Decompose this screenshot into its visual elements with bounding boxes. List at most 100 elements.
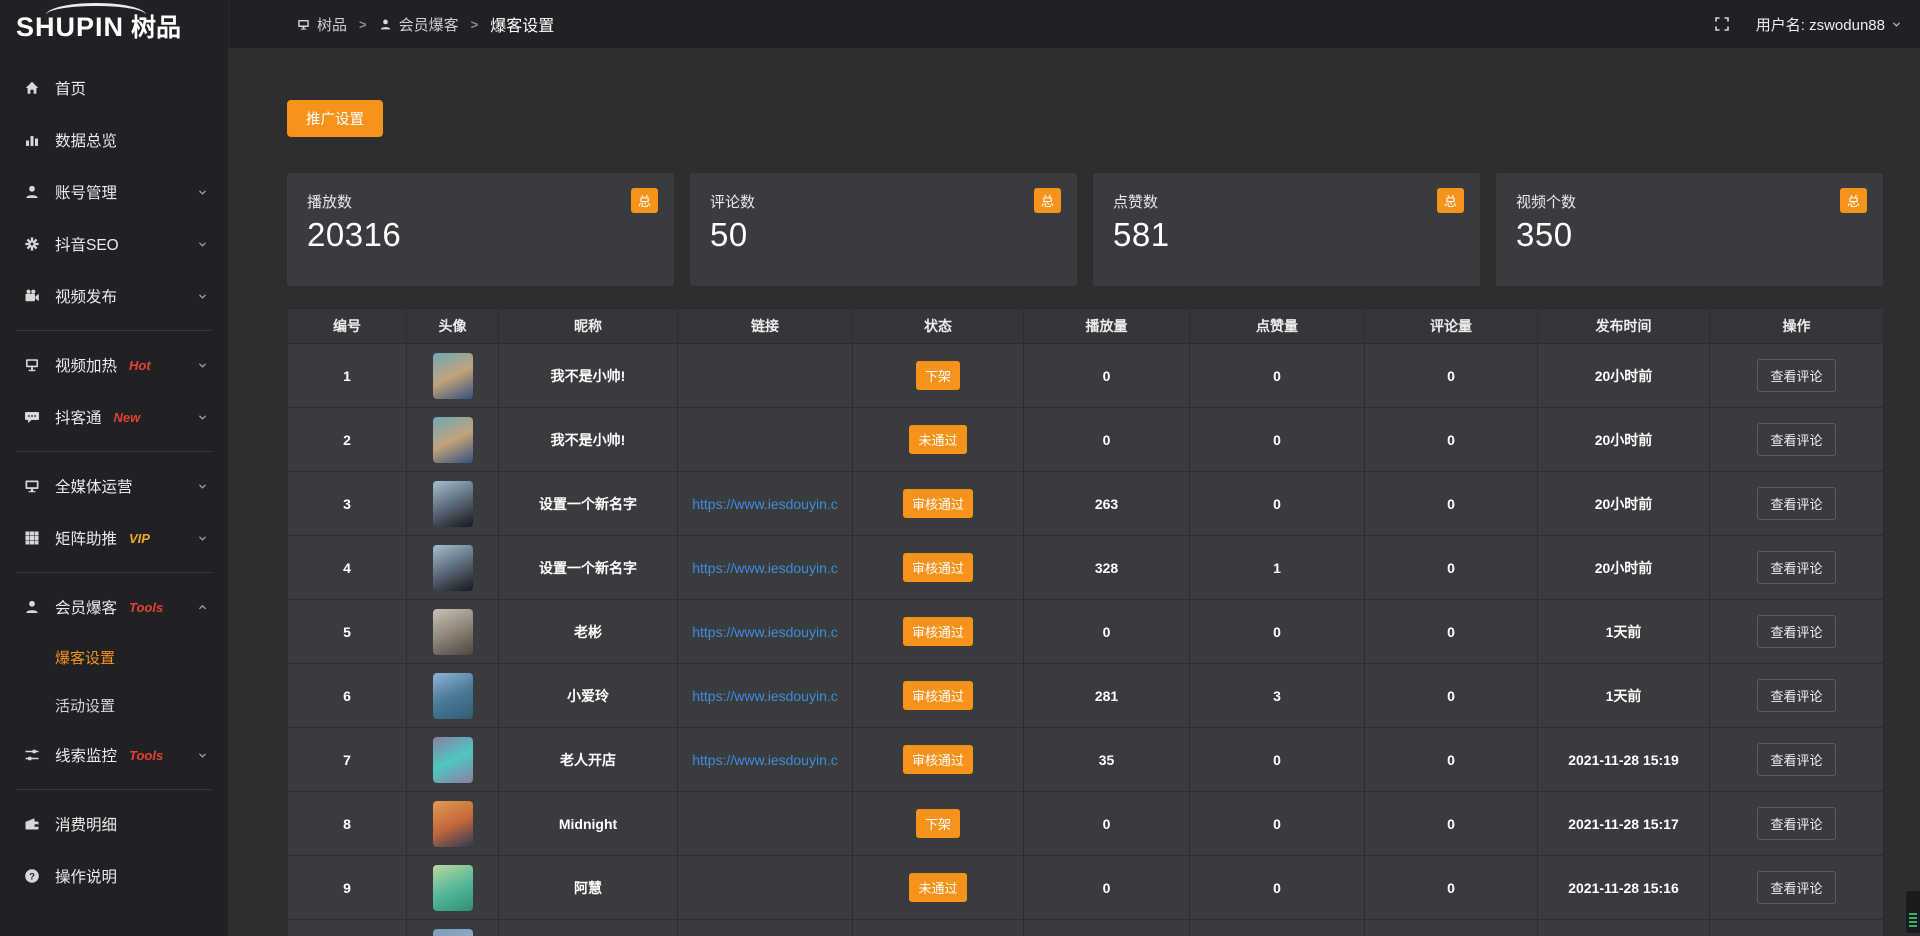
chevron-down-icon [197,750,208,761]
cell-nickname [498,919,678,936]
avatar [432,928,473,936]
stat-total-badge: 总 [630,188,658,213]
sidebar-item[interactable]: 数据总览 [0,114,228,166]
sidebar-item-label: 首页 [55,81,87,98]
avatar [432,800,473,847]
user-icon [379,18,392,31]
chevron-down-icon [197,533,208,544]
column-header: 评论量 [1364,308,1538,344]
sidebar-item-label: 抖音SEO [55,237,119,254]
column-header: 状态 [852,308,1024,344]
user-icon [24,184,40,200]
cell-time: 20小时前 [1537,471,1710,536]
cell-avatar [406,535,499,600]
sidebar-item-label: 全媒体运营 [55,479,133,496]
cell-likes: 0 [1189,343,1365,408]
sidebar-item[interactable]: 账号管理 [0,166,228,218]
sidebar-subitem[interactable]: 活动设置 [0,681,228,729]
cell-nickname: 我不是小帅! [498,407,678,472]
view-comments-button[interactable]: 查看评论 [1757,871,1836,904]
sidebar-item-label: 会员爆客 [55,600,118,617]
sidebar-item[interactable]: 视频发布 [0,270,228,322]
promo-settings-button[interactable]: 推广设置 [287,100,383,137]
stat-value: 350 [1516,216,1573,253]
video-link[interactable]: https://www.iesdouyin.c [692,687,838,704]
video-link[interactable]: https://www.iesdouyin.c [692,623,838,640]
breadcrumb-item[interactable]: 树品 [297,14,347,35]
sidebar-item[interactable]: 抖音SEO [0,218,228,270]
stat-total-badge: 总 [1436,188,1464,213]
view-comments-button[interactable]: 查看评论 [1757,359,1836,392]
cell-nickname: 小爱玲 [498,663,678,728]
sidebar-item-label: 矩阵助推 [55,531,118,548]
cell-time: 20小时前 [1537,407,1710,472]
grid-icon [24,530,40,546]
video-link[interactable]: https://www.iesdouyin.c [692,751,838,768]
cell-avatar [406,471,499,536]
sidebar-item[interactable]: 会员爆客 Tools [0,581,228,633]
table-row: 8 Midnight 下架 0 0 0 2021-11-28 15:17 查看评论 [287,791,1884,856]
sidebar-item[interactable]: 抖客通 New [0,391,228,443]
view-comments-button[interactable]: 查看评论 [1757,615,1836,648]
column-header: 昵称 [498,308,678,344]
sidebar-item[interactable]: ? 操作说明 [0,850,228,902]
sliders-icon [24,747,40,763]
video-link[interactable]: https://www.iesdouyin.c [692,495,838,512]
sidebar-item[interactable]: 首页 [0,62,228,114]
column-header: 播放量 [1023,308,1190,344]
video-link[interactable]: https://www.iesdouyin.c [692,559,838,576]
view-comments-button[interactable]: 查看评论 [1757,807,1836,840]
view-comments-button[interactable]: 查看评论 [1757,743,1836,776]
view-comments-button[interactable]: 查看评论 [1757,551,1836,584]
stat-label: 评论数 [710,194,756,211]
cell-likes: 0 [1189,471,1365,536]
sidebar-item[interactable]: 视频加热 Hot [0,339,228,391]
avatar [432,672,473,719]
cell-comments: 0 [1364,599,1538,664]
breadcrumb-label: 会员爆客 [398,16,459,34]
chevron-down-icon [197,412,208,423]
view-comments-button[interactable]: 查看评论 [1757,423,1836,456]
stat-card: 点赞数 总 581 [1093,173,1480,286]
cell-comments: 0 [1364,791,1538,856]
sidebar-item[interactable]: 消费明细 [0,798,228,850]
cell-status: 审核通过 [852,471,1024,536]
cell-comments: 0 [1364,727,1538,792]
cell-plays: 35 [1023,727,1190,792]
avatar [432,736,473,783]
sidebar-item-label: 账号管理 [55,185,118,202]
sidebar-item-label: 抖客通 [55,410,102,427]
cell-time: 2021-11-28 15:16 [1537,855,1710,920]
breadcrumb-item[interactable]: 会员爆客 [379,14,459,35]
view-comments-button[interactable]: 查看评论 [1757,679,1836,712]
stat-label: 点赞数 [1113,194,1159,211]
topbar: SHUPIN 树品 树品 > 会员爆客 > 爆客设置 用户名: zswodun88 [0,0,1920,48]
app-logo[interactable]: SHUPIN 树品 [0,0,228,48]
cell-likes: 0 [1189,599,1365,664]
cell-status: 审核通过 [852,663,1024,728]
cell-nickname: Midnight [498,791,678,856]
sidebar-item[interactable]: 全媒体运营 [0,460,228,512]
breadcrumb-item[interactable]: 爆客设置 [490,12,554,36]
sidebar-divider [16,451,212,452]
column-header: 点赞量 [1189,308,1365,344]
cell-plays [1023,919,1190,936]
username-menu[interactable]: 用户名: zswodun88 [1756,14,1902,35]
fullscreen-icon[interactable] [1714,16,1730,32]
status-badge: 审核通过 [902,617,973,646]
cell-time: 20小时前 [1537,535,1710,600]
sidebar-subitem[interactable]: 爆客设置 [0,633,228,681]
sidebar-item[interactable]: 线索监控 Tools [0,729,228,781]
monitor-icon [24,478,40,494]
cell-plays: 263 [1023,471,1190,536]
view-comments-button[interactable]: 查看评论 [1757,487,1836,520]
table-row: 9 阿慧 未通过 0 0 0 2021-11-28 15:16 查看评论 [287,855,1884,920]
cell-plays: 328 [1023,535,1190,600]
home-icon [24,80,40,96]
floating-widget[interactable] [1905,890,1920,934]
cell-link [677,919,853,936]
sidebar-item[interactable]: 矩阵助推 VIP [0,512,228,564]
sidebar-item-label: 视频发布 [55,289,118,306]
cell-likes: 0 [1189,407,1365,472]
avatar [432,416,473,463]
